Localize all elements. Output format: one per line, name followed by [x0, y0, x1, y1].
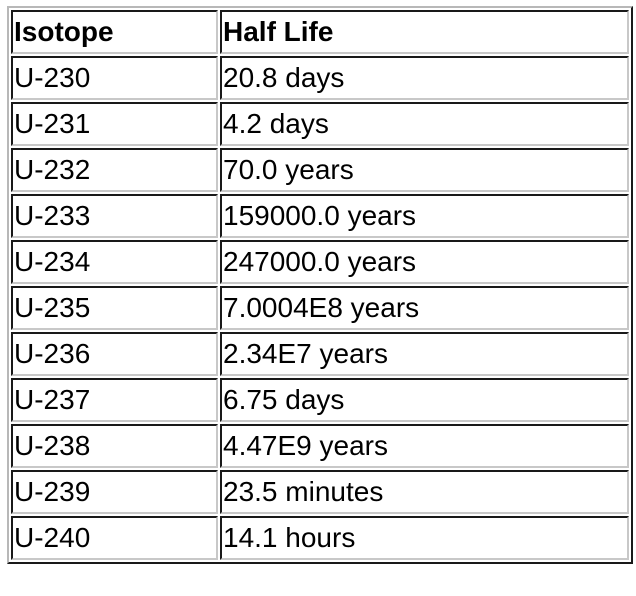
column-header-half-life: Half Life — [220, 10, 629, 54]
half-life-cell: 20.8 days — [220, 56, 629, 100]
half-life-cell: 4.47E9 years — [220, 424, 629, 468]
isotope-cell: U-234 — [11, 240, 218, 284]
table-container: Isotope Half Life U-230 20.8 days U-231 … — [7, 6, 633, 564]
half-life-cell: 4.2 days — [220, 102, 629, 146]
half-life-cell: 14.1 hours — [220, 516, 629, 560]
table-row: U-232 70.0 years — [11, 148, 629, 192]
table-header-row: Isotope Half Life — [11, 10, 629, 54]
half-life-cell: 70.0 years — [220, 148, 629, 192]
half-life-cell: 159000.0 years — [220, 194, 629, 238]
table-row: U-233 159000.0 years — [11, 194, 629, 238]
table-row: U-231 4.2 days — [11, 102, 629, 146]
half-life-cell: 2.34E7 years — [220, 332, 629, 376]
half-life-cell: 23.5 minutes — [220, 470, 629, 514]
isotope-cell: U-239 — [11, 470, 218, 514]
half-life-cell: 7.0004E8 years — [220, 286, 629, 330]
isotope-cell: U-232 — [11, 148, 218, 192]
column-header-isotope: Isotope — [11, 10, 218, 54]
isotope-cell: U-230 — [11, 56, 218, 100]
half-life-cell: 6.75 days — [220, 378, 629, 422]
table-row: U-240 14.1 hours — [11, 516, 629, 560]
table-row: U-236 2.34E7 years — [11, 332, 629, 376]
table-row: U-230 20.8 days — [11, 56, 629, 100]
isotope-half-life-table: Isotope Half Life U-230 20.8 days U-231 … — [7, 6, 633, 564]
half-life-cell: 247000.0 years — [220, 240, 629, 284]
isotope-cell: U-238 — [11, 424, 218, 468]
isotope-cell: U-235 — [11, 286, 218, 330]
isotope-cell: U-237 — [11, 378, 218, 422]
isotope-cell: U-240 — [11, 516, 218, 560]
isotope-cell: U-236 — [11, 332, 218, 376]
isotope-cell: U-233 — [11, 194, 218, 238]
isotope-cell: U-231 — [11, 102, 218, 146]
table-row: U-239 23.5 minutes — [11, 470, 629, 514]
table-row: U-235 7.0004E8 years — [11, 286, 629, 330]
table-row: U-237 6.75 days — [11, 378, 629, 422]
table-row: U-238 4.47E9 years — [11, 424, 629, 468]
table-row: U-234 247000.0 years — [11, 240, 629, 284]
